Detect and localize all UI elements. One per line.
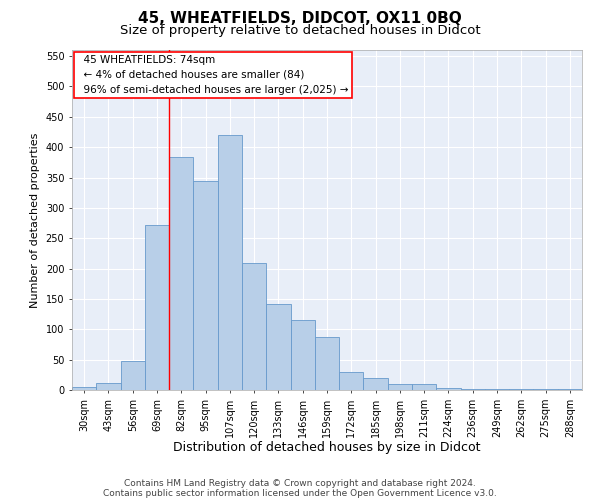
Bar [315,337,339,390]
Bar [145,225,169,390]
Bar [242,262,266,390]
Bar [218,135,242,390]
Bar [461,389,485,390]
Bar [533,389,558,390]
Bar [339,372,364,390]
X-axis label: Distribution of detached houses by size in Didcot: Distribution of detached houses by size … [173,442,481,454]
Bar [72,387,96,390]
Y-axis label: Number of detached properties: Number of detached properties [30,132,40,308]
Text: Contains HM Land Registry data © Crown copyright and database right 2024.: Contains HM Land Registry data © Crown c… [124,480,476,488]
Bar [388,384,412,390]
Bar [364,378,388,390]
Text: 45, WHEATFIELDS, DIDCOT, OX11 0BQ: 45, WHEATFIELDS, DIDCOT, OX11 0BQ [138,11,462,26]
Text: 45 WHEATFIELDS: 74sqm
  ← 4% of detached houses are smaller (84)
  96% of semi-d: 45 WHEATFIELDS: 74sqm ← 4% of detached h… [77,55,349,94]
Bar [96,382,121,390]
Bar [290,320,315,390]
Bar [193,180,218,390]
Text: Size of property relative to detached houses in Didcot: Size of property relative to detached ho… [119,24,481,37]
Text: Contains public sector information licensed under the Open Government Licence v3: Contains public sector information licen… [103,488,497,498]
Bar [412,384,436,390]
Bar [436,388,461,390]
Bar [169,158,193,390]
Bar [121,361,145,390]
Bar [266,304,290,390]
